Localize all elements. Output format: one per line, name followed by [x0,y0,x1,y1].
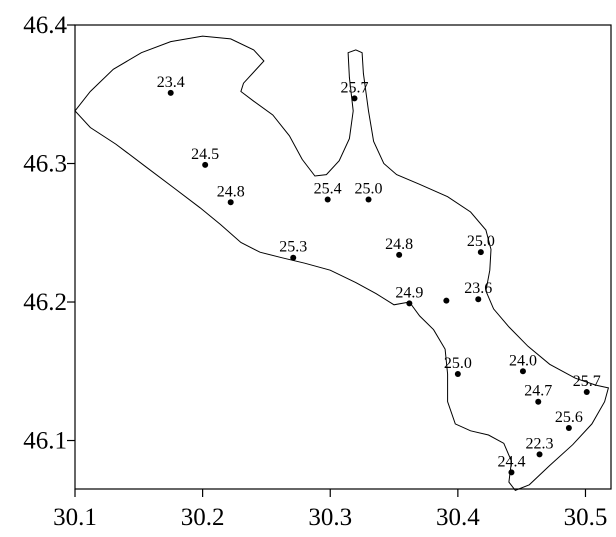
station-value-label: 25.7 [340,79,368,96]
y-tick-label: 46.4 [23,12,67,39]
station-point [167,89,174,96]
x-tick-label: 30.1 [53,504,97,531]
station-value-label: 25.0 [355,181,383,198]
x-tick-label: 30.5 [564,504,608,531]
station-point [227,199,234,206]
y-tick-label: 46.2 [23,289,67,316]
station-value-label: 24.8 [385,236,413,253]
station-point [508,469,515,476]
station-point [536,451,543,458]
station-point [406,300,413,307]
station-point [519,368,526,375]
station-value-label: 25.7 [573,373,601,390]
station-point [365,196,372,203]
y-tick-label: 46.1 [23,428,67,455]
station-point [583,389,590,396]
station-value-label: 25.4 [314,181,342,198]
station-value-label: 24.7 [524,383,552,400]
station-point [565,425,572,432]
station-point [454,371,461,378]
station-value-label: 25.0 [444,355,472,372]
station-point [475,296,482,303]
station-point [351,95,358,102]
station-point [396,251,403,258]
station-point [535,398,542,405]
coastline-layer [74,35,610,492]
plot-frame [74,24,612,490]
x-tick-label: 30.4 [436,504,480,531]
station-value-label: 23.4 [157,74,185,91]
y-tick-label: 46.3 [23,151,67,178]
station-point [202,161,209,168]
station-value-label: 25.6 [555,409,583,426]
station-value-label: 24.5 [191,146,219,163]
station-point [324,196,331,203]
station-value-label: 25.0 [467,233,495,250]
x-tick-label: 30.3 [308,504,352,531]
station-value-label: 24.8 [217,183,245,200]
station-point [477,249,484,256]
axis-ticks-layer: 30.1 30.2 30.3 30.4 30.5 46.1 46.2 46.3 46.4 [23,12,607,531]
stations-layer: 23.4 25.7 24.5 24.8 25.4 25.0 25.3 24.8 25.0 24.9… [157,74,601,476]
coastline-outline [74,35,610,492]
station-value-label: 22.3 [526,435,554,452]
station-point [290,254,297,261]
x-tick-label: 30.2 [181,504,225,531]
station-value-label: 24.4 [497,453,525,470]
station-value-label: 24.9 [395,284,423,301]
station-point [443,297,450,304]
station-value-label: 24.0 [509,352,537,369]
station-value-label: 25.3 [279,239,307,256]
station-value-label: 23.6 [464,280,492,297]
